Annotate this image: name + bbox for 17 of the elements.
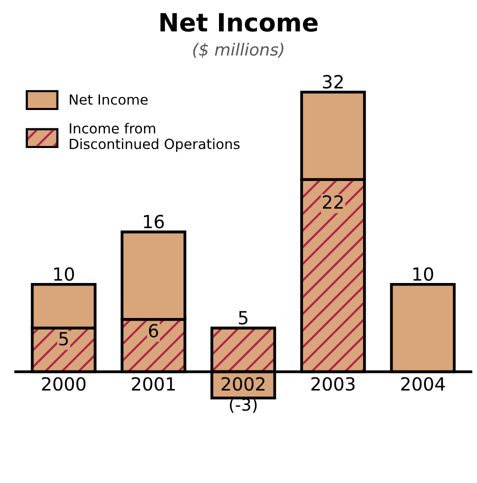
data-label: 22 [322,195,343,209]
x-tick-label: 2001 [132,377,175,391]
data-label: 6 [149,324,158,338]
x-tick-label: 2004 [401,377,445,391]
chart-title: Net Income [160,13,318,32]
total-label: 10 [54,267,74,281]
chart-subtitle: ($ millions) [193,42,284,58]
legend-label: Net Income [70,94,148,105]
total-label: 10 [413,267,434,281]
x-tick-label: 2003 [311,377,355,391]
legend-label: Income from Discontinued Operations [70,122,240,152]
data-label: 5 [238,311,248,325]
total-label: 16 [144,214,164,228]
total-label: 32 [322,74,343,89]
data-label: 5 [59,332,68,346]
x-tick-label: 2002 [222,377,264,391]
x-tick-label: 2000 [42,377,86,391]
